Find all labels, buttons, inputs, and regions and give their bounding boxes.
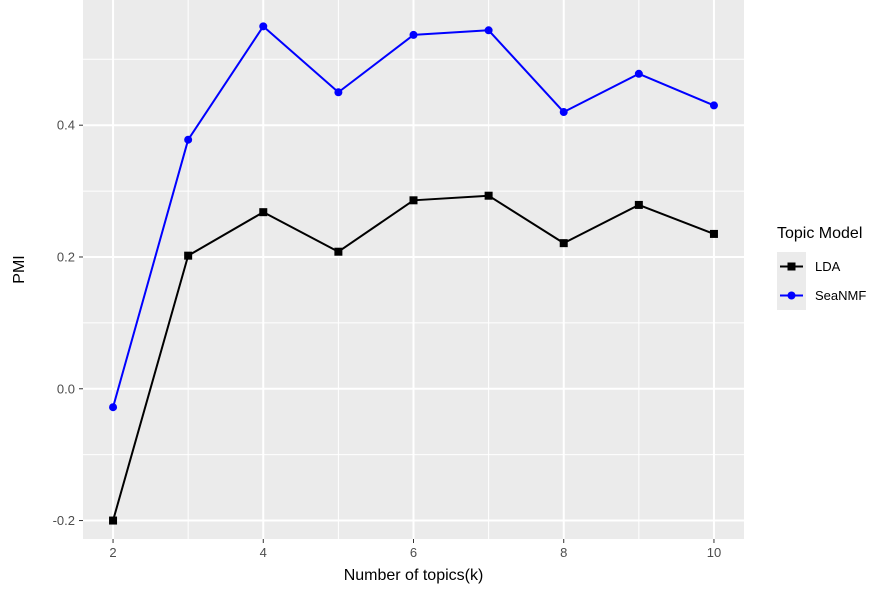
data-point-lda: [634, 200, 643, 209]
legend-item-seanmf: SeaNMF: [777, 281, 866, 310]
data-point-seanmf: [184, 135, 193, 144]
data-point-seanmf: [484, 26, 493, 35]
series-seanmf: [109, 22, 718, 412]
legend-item-lda: LDA: [777, 252, 841, 281]
data-point-seanmf: [634, 69, 643, 78]
legend-key-marker: [787, 262, 796, 271]
data-point-lda: [334, 247, 343, 256]
legend: Topic Model LDA SeaNMF: [777, 225, 866, 310]
data-point-lda: [109, 516, 118, 525]
y-tick-label: 0.0: [57, 381, 75, 396]
data-point-seanmf: [109, 403, 118, 412]
data-point-seanmf: [334, 88, 343, 97]
legend-key-marker: [787, 291, 796, 300]
series-layer: [109, 22, 718, 525]
x-tick-label: 10: [707, 545, 721, 560]
data-point-lda: [259, 208, 268, 217]
x-axis: 2 4 6 8 10: [109, 539, 721, 560]
y-axis: -0.2 0.0 0.2 0.4: [53, 118, 83, 528]
grid-major: [83, 0, 744, 539]
y-tick-label: -0.2: [53, 513, 75, 528]
series-lda: [109, 191, 718, 525]
legend-title: Topic Model: [777, 225, 862, 242]
y-tick-label: 0.4: [57, 118, 75, 133]
data-point-seanmf: [259, 22, 268, 31]
data-point-seanmf: [409, 30, 418, 39]
y-axis-title: PMI: [11, 255, 28, 283]
x-tick-label: 4: [260, 545, 267, 560]
data-point-lda: [409, 196, 418, 205]
x-tick-label: 6: [410, 545, 417, 560]
data-point-seanmf: [559, 108, 568, 117]
legend-label: SeaNMF: [815, 288, 866, 303]
y-tick-label: 0.2: [57, 249, 75, 264]
x-tick-label: 8: [560, 545, 567, 560]
x-axis-title: Number of topics(k): [344, 567, 484, 584]
data-point-seanmf: [709, 101, 718, 110]
legend-label: LDA: [815, 259, 841, 274]
data-point-lda: [184, 251, 193, 260]
data-point-lda: [484, 191, 493, 200]
data-point-lda: [709, 229, 718, 238]
data-point-lda: [559, 239, 568, 248]
x-tick-label: 2: [109, 545, 116, 560]
